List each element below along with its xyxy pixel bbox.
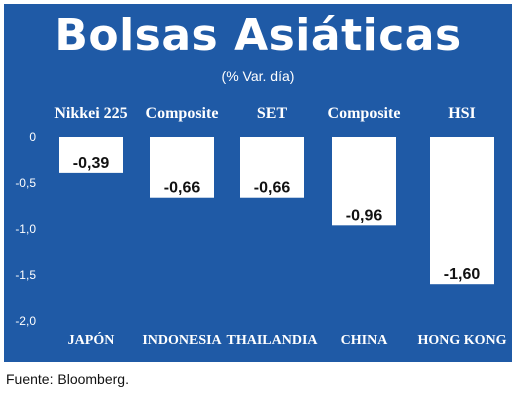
bar bbox=[240, 137, 304, 198]
category-label: HONG KONG bbox=[417, 333, 506, 348]
data-label: -0,96 bbox=[346, 207, 383, 224]
category-label: CHINA bbox=[341, 333, 389, 348]
bar bbox=[59, 137, 123, 173]
y-tick-label: -0,5 bbox=[15, 176, 36, 190]
source-note: Fuente: Bloomberg. bbox=[6, 371, 129, 387]
chart-title: Bolsas Asiáticas bbox=[54, 10, 462, 61]
y-tick-label: 0 bbox=[29, 130, 36, 144]
data-label: -1,60 bbox=[444, 266, 481, 283]
bar bbox=[332, 137, 396, 226]
category-label: JAPÓN bbox=[68, 331, 115, 348]
category-label: THAILANDIA bbox=[226, 333, 318, 348]
index-label: Composite bbox=[146, 105, 219, 122]
y-tick-label: -1,0 bbox=[15, 222, 36, 236]
bar-chart: 0 -0,5 -1,0 -1,5 -2,0 -0,39 Nikkei 225 JAPÓN -0,… bbox=[15, 105, 506, 348]
index-label: Composite bbox=[328, 105, 401, 122]
bar bbox=[150, 137, 214, 198]
chart-panel: Bolsas Asiáticas (% Var. día) 0 -0,5 -1,0 -… bbox=[4, 4, 512, 362]
bar bbox=[430, 137, 494, 285]
data-label: -0,66 bbox=[164, 180, 201, 197]
index-label: SET bbox=[257, 105, 288, 122]
index-label: Nikkei 225 bbox=[54, 105, 127, 122]
category-label: INDONESIA bbox=[142, 333, 222, 348]
y-tick-label: -1,5 bbox=[15, 268, 36, 282]
y-tick-label: -2,0 bbox=[15, 314, 36, 328]
chart-subtitle: (% Var. día) bbox=[221, 68, 295, 84]
data-label: -0,39 bbox=[73, 155, 110, 172]
data-label: -0,66 bbox=[254, 180, 291, 197]
index-label: HSI bbox=[448, 105, 476, 122]
